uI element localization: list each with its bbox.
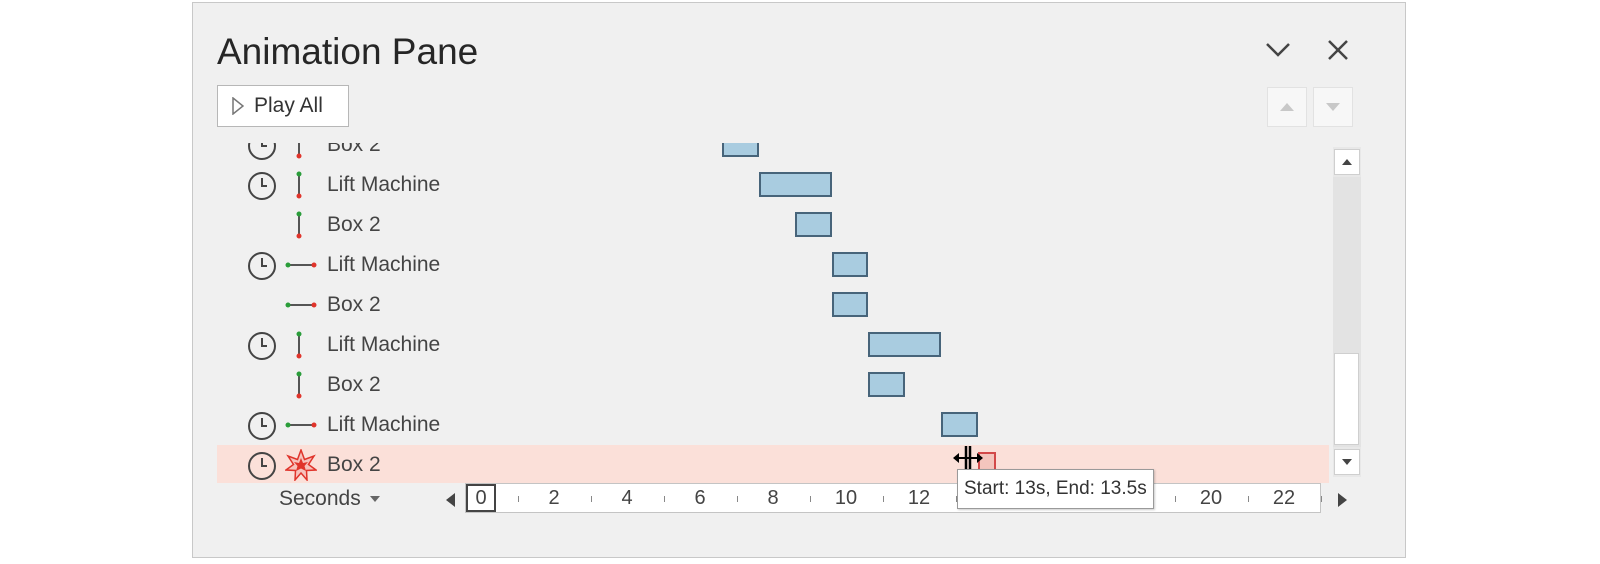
timeline-scroll-left-button[interactable]: [443, 491, 457, 514]
tick-label: 12: [907, 487, 931, 509]
seconds-label: Seconds: [279, 487, 361, 510]
dropdown-arrow-icon: [369, 496, 380, 502]
timeline-tick: [663, 496, 665, 502]
clock-icon: [247, 143, 277, 166]
scroll-up-button[interactable]: [1334, 149, 1360, 175]
animation-row[interactable]: Lift Machine: [217, 405, 1329, 445]
play-all-button[interactable]: Play All: [217, 85, 349, 127]
timing-bar[interactable]: [941, 412, 978, 437]
triangle-up-icon: [1280, 103, 1294, 111]
timeline-zero-marker: [466, 484, 496, 512]
animation-row[interactable]: Lift Machine: [217, 325, 1329, 365]
scroll-down-button[interactable]: [1334, 449, 1360, 475]
tick-label: 20: [1199, 487, 1223, 509]
timing-tooltip: Start: 13s, End: 13.5s: [957, 469, 1154, 509]
pane-title: Animation Pane: [217, 31, 479, 72]
scroll-down-icon: [1342, 459, 1352, 465]
triangle-left-icon: [446, 493, 455, 507]
tick-label: 6: [694, 487, 706, 509]
triangle-right-icon: [1338, 493, 1347, 507]
animation-row-label: Lift Machine: [327, 333, 441, 356]
animation-pane: Animation Pane Play All Box 2 Lift Machin…: [192, 2, 1406, 558]
animation-row[interactable]: Box 2: [217, 365, 1329, 405]
timeline-tick: [517, 496, 519, 502]
timeline-tick: [882, 496, 884, 502]
seconds-dropdown[interactable]: Seconds: [279, 487, 381, 511]
timeline-tick: [1174, 496, 1176, 502]
animation-row-label: Box 2: [327, 373, 381, 396]
move-up-button[interactable]: [1267, 87, 1307, 127]
animation-row-label: Box 2: [327, 453, 381, 476]
vertical-motion-path-icon: [285, 369, 313, 406]
clock-icon: [247, 411, 277, 446]
tick-label: 10: [834, 487, 858, 509]
clock-icon: [247, 171, 277, 206]
horizontal-motion-path-icon: [285, 409, 317, 446]
timing-bar[interactable]: [868, 332, 941, 357]
timeline-ruler[interactable]: 0 246810121416182022: [465, 483, 1322, 513]
animation-row[interactable]: Box 2: [217, 143, 1329, 165]
tick-label: 2: [548, 487, 560, 509]
animation-row-label: Lift Machine: [327, 173, 441, 196]
vertical-motion-path-icon: [285, 209, 313, 246]
close-icon[interactable]: [1321, 33, 1355, 67]
animation-row-label: Lift Machine: [327, 253, 441, 276]
timeline-tick: [590, 496, 592, 502]
vertical-motion-path-icon: [285, 169, 313, 206]
scroll-up-icon: [1342, 159, 1352, 165]
timeline-tick: [1320, 496, 1322, 502]
timeline-tick: [736, 496, 738, 502]
vertical-scrollbar[interactable]: [1333, 147, 1361, 477]
tick-label: 4: [621, 487, 633, 509]
animation-list: Box 2 Lift Machine Box 2 Lift Machine Box 2 L…: [217, 143, 1329, 483]
animation-row[interactable]: Box 2: [217, 205, 1329, 245]
play-triangle-icon: [232, 97, 244, 115]
timeline-tick: [1247, 496, 1249, 502]
timing-bar[interactable]: [758, 172, 832, 197]
timeline-scroll-right-button[interactable]: [1336, 491, 1350, 514]
chevron-down-icon[interactable]: [1261, 33, 1295, 67]
vertical-motion-path-icon: [285, 329, 313, 366]
animation-row[interactable]: Box 2: [217, 445, 1329, 483]
scroll-thumb[interactable]: [1334, 353, 1359, 445]
animation-row[interactable]: Lift Machine: [217, 245, 1329, 285]
timing-bar[interactable]: [868, 372, 905, 397]
animation-row-label: Box 2: [327, 293, 381, 316]
play-all-label: Play All: [254, 94, 323, 117]
timeline-tick: [809, 496, 811, 502]
tick-label-0: 0: [475, 487, 487, 509]
resize-cursor-icon: [951, 443, 985, 478]
animation-row[interactable]: Box 2: [217, 285, 1329, 325]
move-down-button[interactable]: [1313, 87, 1353, 127]
animation-row[interactable]: Lift Machine: [217, 165, 1329, 205]
clock-icon: [247, 251, 277, 286]
timing-bar[interactable]: [722, 143, 759, 157]
animation-row-label: Box 2: [327, 213, 381, 236]
clock-icon: [247, 451, 277, 483]
triangle-down-icon: [1326, 103, 1340, 111]
timing-bar[interactable]: [831, 292, 868, 317]
timeline-tick: [955, 496, 957, 502]
clock-icon: [247, 331, 277, 366]
horizontal-motion-path-icon: [285, 289, 317, 326]
timing-bar[interactable]: [831, 252, 868, 277]
tick-label: 8: [767, 487, 779, 509]
exit-burst-icon: [283, 447, 319, 483]
horizontal-motion-path-icon: [285, 249, 317, 286]
tick-label: 22: [1272, 487, 1296, 509]
timing-bar[interactable]: [795, 212, 832, 237]
animation-row-label: Lift Machine: [327, 413, 441, 436]
vertical-motion-path-icon: [285, 143, 313, 166]
animation-row-label: Box 2: [327, 143, 381, 156]
